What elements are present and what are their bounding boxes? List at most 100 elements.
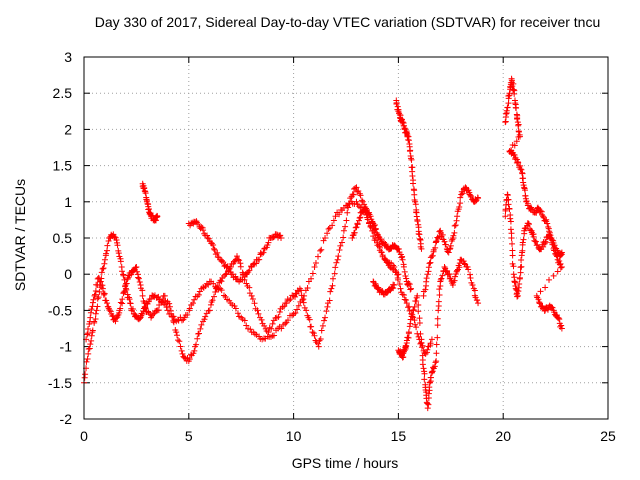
data-point — [243, 322, 250, 329]
data-point — [506, 206, 513, 213]
data-point — [278, 235, 285, 241]
data-point — [405, 280, 412, 287]
data-point — [405, 329, 412, 336]
data-point — [271, 332, 278, 339]
data-point — [235, 256, 242, 263]
data-point — [120, 289, 127, 296]
data-point — [507, 218, 514, 225]
data-point — [423, 275, 430, 282]
data-point — [92, 315, 99, 322]
data-point — [101, 290, 108, 297]
data-point — [407, 316, 414, 323]
data-point — [553, 252, 560, 259]
data-point — [111, 233, 118, 240]
plot-frame — [83, 56, 609, 420]
data-point — [435, 298, 442, 305]
data-point — [214, 249, 221, 256]
data-point — [549, 304, 556, 311]
data-point — [207, 301, 214, 308]
data-point — [312, 259, 319, 266]
data-point — [284, 317, 291, 324]
data-point — [336, 247, 343, 254]
data-point — [511, 90, 518, 97]
data-point — [317, 336, 324, 343]
data-point — [357, 192, 364, 199]
data-point — [101, 256, 108, 263]
data-point — [542, 239, 549, 246]
data-point — [300, 299, 307, 306]
data-point — [428, 368, 435, 375]
data-point — [532, 238, 539, 245]
data-point — [210, 280, 217, 287]
data-point — [552, 250, 559, 257]
data-point — [517, 166, 524, 173]
data-point — [518, 166, 525, 173]
data-point — [503, 110, 510, 117]
data-point — [406, 148, 413, 155]
data-point — [292, 309, 299, 316]
data-point — [461, 260, 468, 267]
data-point — [103, 297, 110, 304]
data-point — [166, 300, 173, 307]
data-point — [398, 116, 405, 123]
data-point — [90, 296, 97, 303]
data-point — [89, 303, 96, 310]
data-point — [211, 293, 218, 300]
data-point — [212, 288, 219, 295]
data-point — [306, 316, 313, 323]
data-point — [136, 315, 143, 322]
y-tick-label: 1 — [64, 194, 72, 210]
data-point — [409, 173, 416, 180]
data-point — [551, 247, 558, 254]
data-point — [343, 217, 350, 224]
data-point — [453, 217, 460, 224]
data-point — [436, 286, 443, 293]
data-point — [451, 229, 458, 236]
data-point — [462, 184, 469, 191]
data-point — [117, 258, 124, 265]
y-tick-label: 0.5 — [53, 230, 73, 246]
data-point — [542, 284, 549, 291]
data-point — [469, 282, 476, 289]
data-point — [435, 307, 442, 314]
data-point — [516, 281, 523, 288]
data-point — [311, 263, 318, 270]
data-point — [204, 235, 211, 241]
data-point — [107, 308, 114, 315]
data-point — [411, 317, 418, 324]
data-point — [94, 295, 101, 302]
data-point — [349, 191, 356, 198]
data-point — [558, 263, 565, 270]
data-point — [416, 236, 423, 243]
data-point — [407, 285, 414, 292]
data-point — [292, 293, 299, 300]
data-point — [465, 187, 472, 194]
data-point — [471, 287, 478, 294]
data-point — [509, 240, 516, 247]
data-point — [324, 230, 331, 237]
data-point — [186, 305, 193, 312]
data-point — [416, 319, 423, 326]
data-point — [337, 242, 344, 249]
data-point — [433, 238, 440, 245]
data-point — [458, 191, 465, 198]
data-point — [408, 156, 415, 163]
data-point — [452, 273, 459, 280]
data-point — [195, 221, 202, 228]
data-point — [546, 231, 553, 238]
data-point — [191, 296, 198, 303]
data-point — [226, 265, 233, 272]
data-point — [556, 257, 563, 264]
data-point — [556, 316, 563, 323]
data-point — [369, 227, 376, 234]
data-point — [377, 236, 384, 243]
data-point — [558, 322, 565, 329]
data-point — [104, 247, 111, 254]
data-point — [558, 250, 565, 257]
data-point — [367, 223, 374, 230]
data-point — [474, 297, 481, 304]
data-point — [181, 314, 188, 321]
data-point — [314, 253, 321, 260]
data-point — [85, 350, 92, 357]
axis-ticks: 0 5 10 15 20 25 -2 -1.5 -1 -0.5 0 0.5 1 1.5 2 2.5 3 — [48, 49, 616, 444]
